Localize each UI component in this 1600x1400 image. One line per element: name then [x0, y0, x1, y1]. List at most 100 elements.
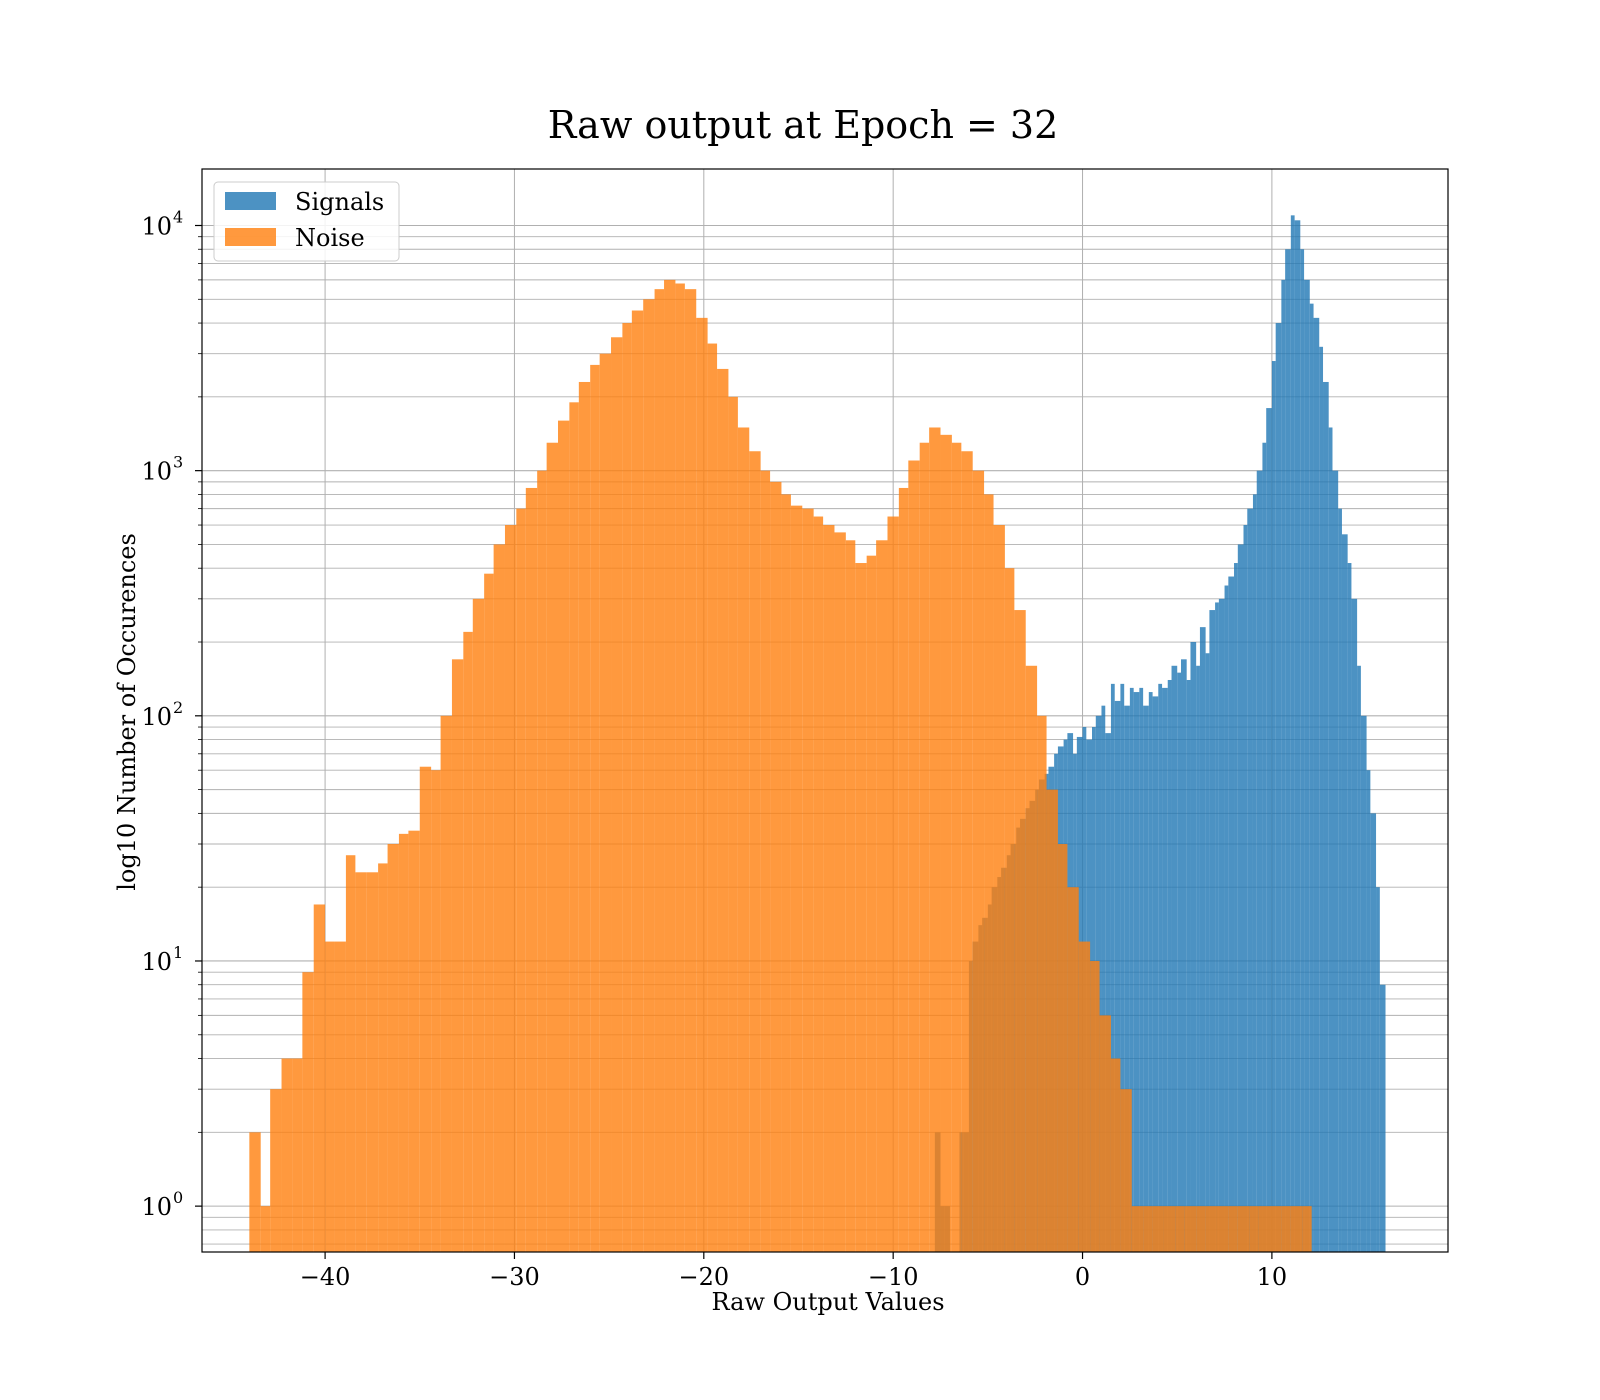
bar-noise [951, 442, 962, 1252]
bar-noise [1270, 1206, 1282, 1252]
bar-noise [908, 460, 920, 1253]
bar-noise [249, 1132, 261, 1252]
bar-noise [834, 532, 846, 1252]
x-tick-label: −40 [300, 1263, 351, 1291]
bar-signals [1124, 705, 1130, 1252]
bar-noise [790, 505, 803, 1252]
bar-signals [1332, 470, 1339, 1252]
bar-signals [1376, 887, 1380, 1252]
bar-noise [537, 470, 547, 1252]
bar-noise [1228, 1206, 1238, 1252]
bar-noise [1258, 1206, 1270, 1252]
bar-signals [1158, 683, 1163, 1252]
bar-signals [1247, 508, 1253, 1252]
bar-noise [378, 863, 388, 1252]
bar-signals [1143, 705, 1149, 1252]
bar-signals [1347, 563, 1352, 1252]
bar-signals [1252, 494, 1257, 1252]
bar-noise [408, 830, 420, 1252]
bar-noise [1067, 887, 1079, 1252]
bar-signals [1190, 642, 1197, 1252]
bar-noise [717, 368, 729, 1252]
bar-noise [1046, 789, 1058, 1252]
bar-signals [1162, 687, 1168, 1252]
bar-signals [1328, 427, 1333, 1252]
bar-noise [728, 396, 738, 1252]
bar-signals [1215, 602, 1219, 1252]
y-tick-exponent: 3 [173, 453, 183, 472]
bar-signals [1290, 215, 1295, 1253]
bar-noise [463, 631, 473, 1252]
chart-title: Raw output at Epoch = 32 [548, 103, 1059, 147]
bar-signals [1196, 665, 1200, 1252]
x-tick-label: 0 [1075, 1263, 1090, 1291]
bar-noise [749, 451, 761, 1252]
legend-label-noise: Noise [295, 224, 365, 252]
bar-noise [313, 904, 326, 1252]
x-tick-label: 10 [1257, 1263, 1288, 1291]
bar-noise [569, 402, 579, 1252]
bar-signals [1177, 672, 1181, 1252]
bar-noise [631, 310, 644, 1252]
bar-noise [493, 544, 505, 1252]
bar-noise [281, 1058, 293, 1252]
bar-noise [993, 525, 1005, 1252]
bar-signals [1101, 705, 1106, 1252]
bar-noise [940, 434, 952, 1252]
bar-noise [1249, 1206, 1259, 1252]
bar-signals [1319, 346, 1324, 1252]
bar-noise [813, 516, 824, 1252]
bar-noise [1057, 844, 1068, 1252]
bar-noise [1237, 1206, 1250, 1252]
bar-noise [484, 573, 494, 1252]
bar-noise [1099, 1015, 1111, 1252]
bar-noise [578, 381, 591, 1252]
y-tick-exponent: 4 [173, 207, 183, 226]
bar-noise [345, 855, 356, 1252]
bar-noise [387, 844, 399, 1252]
bar-noise [270, 1089, 282, 1252]
bar-signals [1114, 700, 1121, 1252]
bar-signals [1357, 665, 1361, 1252]
bar-noise [684, 289, 697, 1253]
bar-noise [770, 481, 782, 1252]
bar-noise [622, 323, 632, 1252]
bar-signals [1309, 303, 1314, 1252]
bar-noise [887, 516, 899, 1252]
bar-noise [1131, 1206, 1144, 1252]
legend-label-signals: Signals [295, 188, 384, 216]
legend: Signals Noise [213, 181, 400, 262]
y-tick-label: 10 [141, 458, 172, 486]
bar-signals [1338, 508, 1342, 1252]
bar-noise [919, 442, 930, 1252]
bar-signals [1234, 563, 1238, 1252]
bar-noise [355, 872, 367, 1252]
bar-noise [451, 659, 464, 1252]
bar-noise [1004, 568, 1015, 1252]
bar-noise [781, 494, 791, 1252]
bar-noise [1290, 1206, 1303, 1252]
bar-noise [855, 563, 867, 1252]
bar-noise [1184, 1206, 1197, 1252]
bar-noise [1152, 1206, 1164, 1252]
bar-noise [440, 715, 452, 1252]
bar-noise [984, 494, 994, 1252]
bar-noise [737, 427, 750, 1252]
bar-noise [1175, 1206, 1185, 1252]
y-tick-label: 10 [141, 212, 172, 240]
bar-signals [1275, 323, 1282, 1252]
bar-signals [1181, 659, 1187, 1252]
bar-signals [1323, 381, 1329, 1252]
y-tick-exponent: 0 [173, 1188, 183, 1207]
histogram-bars [249, 215, 1386, 1253]
bar-signals [1300, 249, 1305, 1252]
bar-signals [1304, 279, 1310, 1252]
bar-signals [1105, 733, 1111, 1252]
bar-signals [1243, 525, 1248, 1252]
bar-noise [707, 343, 718, 1253]
bar-noise [1205, 1206, 1217, 1252]
bar-noise [260, 1206, 271, 1252]
bar-signals [1148, 692, 1153, 1252]
